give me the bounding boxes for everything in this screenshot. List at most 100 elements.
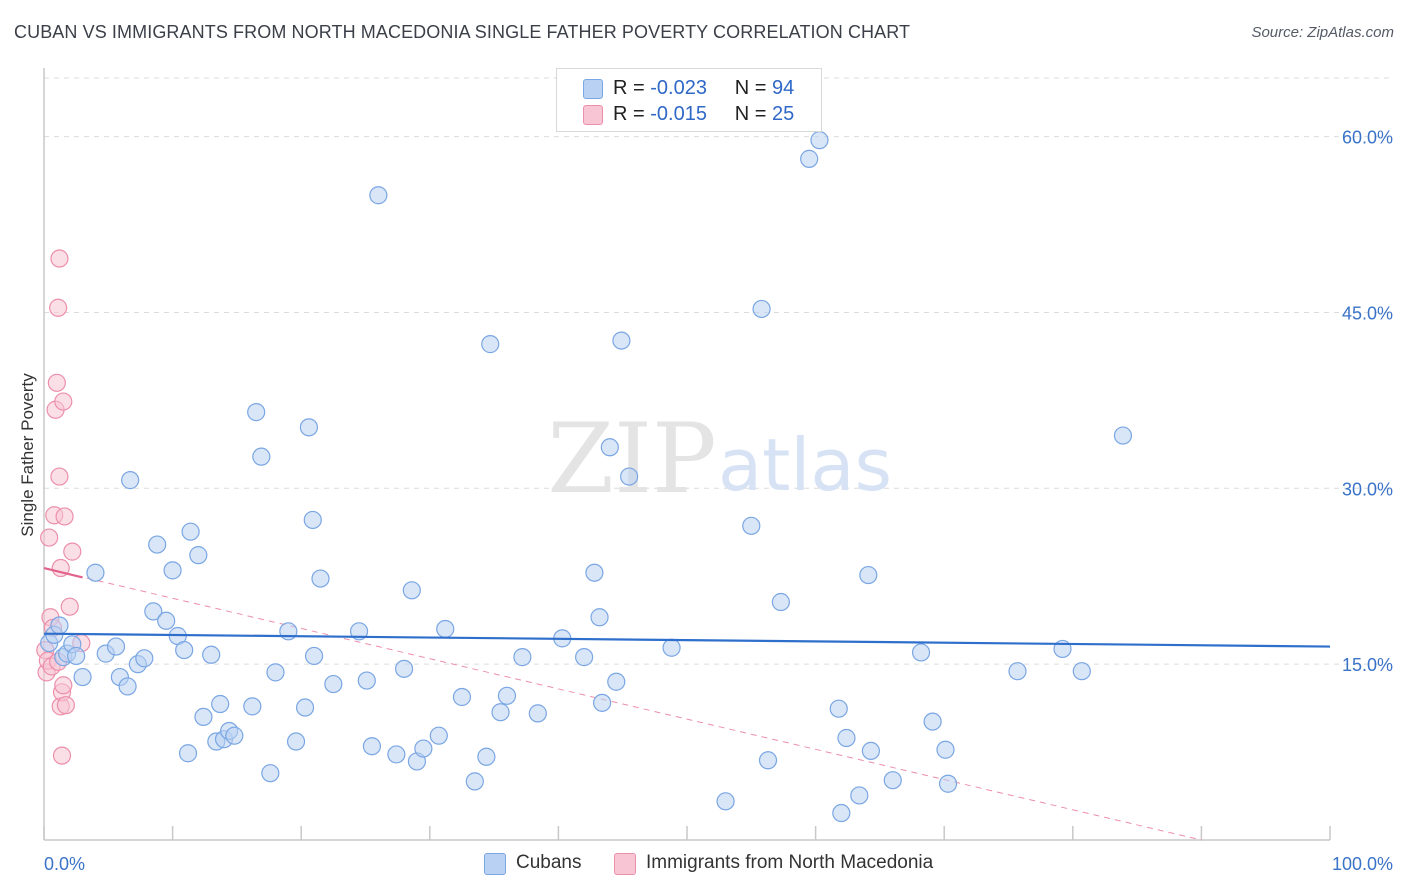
point-cubans <box>252 447 271 466</box>
n-label: N = <box>734 103 767 125</box>
point-cubans <box>477 747 496 766</box>
point-cubans <box>243 697 262 716</box>
point-cubans <box>938 774 958 793</box>
points-cubans <box>40 131 1133 823</box>
point-cubans <box>261 764 280 783</box>
point-cubans <box>247 403 266 422</box>
point-cubans <box>357 671 376 690</box>
point-cubans <box>349 622 369 641</box>
y-tick-label: 45.0% <box>1342 303 1393 323</box>
point-cubans <box>299 418 319 437</box>
chart-title: CUBAN VS IMMIGRANTS FROM NORTH MACEDONIA… <box>14 22 911 42</box>
point-cubans <box>850 786 869 805</box>
point-macedonia <box>60 597 79 616</box>
point-cubans <box>135 649 154 668</box>
point-cubans <box>175 640 194 660</box>
point-cubans <box>178 744 198 763</box>
point-cubans <box>837 728 856 748</box>
point-cubans <box>513 648 532 667</box>
point-cubans <box>266 663 285 682</box>
point-cubans <box>612 331 631 350</box>
legend: Cubans Immigrants from North Macedonia <box>0 850 1406 878</box>
trend-line-cubans <box>43 632 1331 648</box>
correlation-box: R = -0.023 N = 94 R = -0.015 N = 25 <box>556 68 822 132</box>
point-cubans <box>497 686 517 705</box>
point-cubans <box>436 619 455 639</box>
legend-label-macedonia: Immigrants from North Macedonia <box>646 852 934 873</box>
grid-lines <box>44 77 1394 665</box>
point-cubans <box>181 522 200 541</box>
point-macedonia <box>56 696 75 715</box>
point-cubans <box>303 510 322 530</box>
point-cubans <box>295 698 315 717</box>
y-tick-label: 30.0% <box>1342 479 1393 499</box>
r-label: R = <box>613 103 645 125</box>
point-cubans <box>607 672 626 691</box>
point-cubans <box>716 792 735 811</box>
point-cubans <box>1008 662 1027 681</box>
point-cubans <box>189 546 208 565</box>
point-cubans <box>481 335 500 354</box>
point-cubans <box>861 741 880 761</box>
trend-lines <box>43 566 1331 648</box>
point-cubans <box>286 732 306 751</box>
point-cubans <box>67 646 86 666</box>
point-cubans <box>662 638 681 657</box>
tick-labels: 15.0% 30.0% 45.0% 60.0% 0.0% 100.0% <box>44 128 1393 874</box>
swatch-macedonia <box>583 105 603 125</box>
point-cubans <box>465 772 484 791</box>
legend-swatch-macedonia <box>614 853 636 875</box>
y-tick-label: 15.0% <box>1342 655 1393 675</box>
point-cubans <box>600 438 619 457</box>
point-cubans <box>620 467 639 486</box>
point-cubans <box>194 707 213 727</box>
legend-swatch-cubans <box>484 853 506 875</box>
point-cubans <box>528 704 547 723</box>
point-cubans <box>148 535 167 554</box>
point-cubans <box>452 687 472 707</box>
point-cubans <box>157 611 176 630</box>
point-macedonia <box>49 298 68 317</box>
point-cubans <box>163 561 182 580</box>
point-cubans <box>829 699 848 718</box>
point-cubans <box>121 471 140 490</box>
legend-label-cubans: Cubans <box>516 852 582 873</box>
trend-line-macedonia <box>43 566 83 579</box>
point-cubans <box>414 739 433 758</box>
point-cubans <box>832 803 851 823</box>
point-cubans <box>304 646 324 666</box>
point-cubans <box>369 186 388 205</box>
point-macedonia <box>63 542 82 561</box>
point-macedonia <box>55 507 74 526</box>
point-cubans <box>402 581 421 600</box>
swatch-cubans <box>583 79 603 99</box>
point-cubans <box>50 616 69 635</box>
n-value-cubans: 94 <box>772 77 795 99</box>
x-tick-label-max: 100.0% <box>1332 854 1393 874</box>
point-macedonia <box>50 467 69 486</box>
point-cubans <box>324 674 343 694</box>
watermark-atlas: atlas <box>718 423 892 507</box>
point-cubans <box>810 131 829 150</box>
y-tick-label: 60.0% <box>1342 128 1393 148</box>
point-cubans <box>859 565 878 585</box>
watermark-zip: ZIP <box>547 403 716 515</box>
point-macedonia <box>50 249 69 268</box>
point-cubans <box>1072 662 1091 681</box>
point-cubans <box>758 751 778 770</box>
source-label: Source: ZipAtlas.com <box>1251 24 1394 41</box>
point-cubans <box>800 149 819 168</box>
r-value-cubans: -0.023 <box>650 77 707 99</box>
point-cubans <box>394 659 414 678</box>
trend-line-extended <box>43 567 1202 841</box>
x-tick-label-min: 0.0% <box>44 854 85 874</box>
point-cubans <box>118 677 137 696</box>
point-cubans <box>742 516 761 535</box>
point-cubans <box>752 299 771 319</box>
point-macedonia <box>54 676 73 695</box>
n-value-macedonia: 25 <box>772 103 795 125</box>
point-cubans <box>883 771 902 790</box>
point-macedonia <box>54 392 73 411</box>
point-cubans <box>771 592 790 612</box>
